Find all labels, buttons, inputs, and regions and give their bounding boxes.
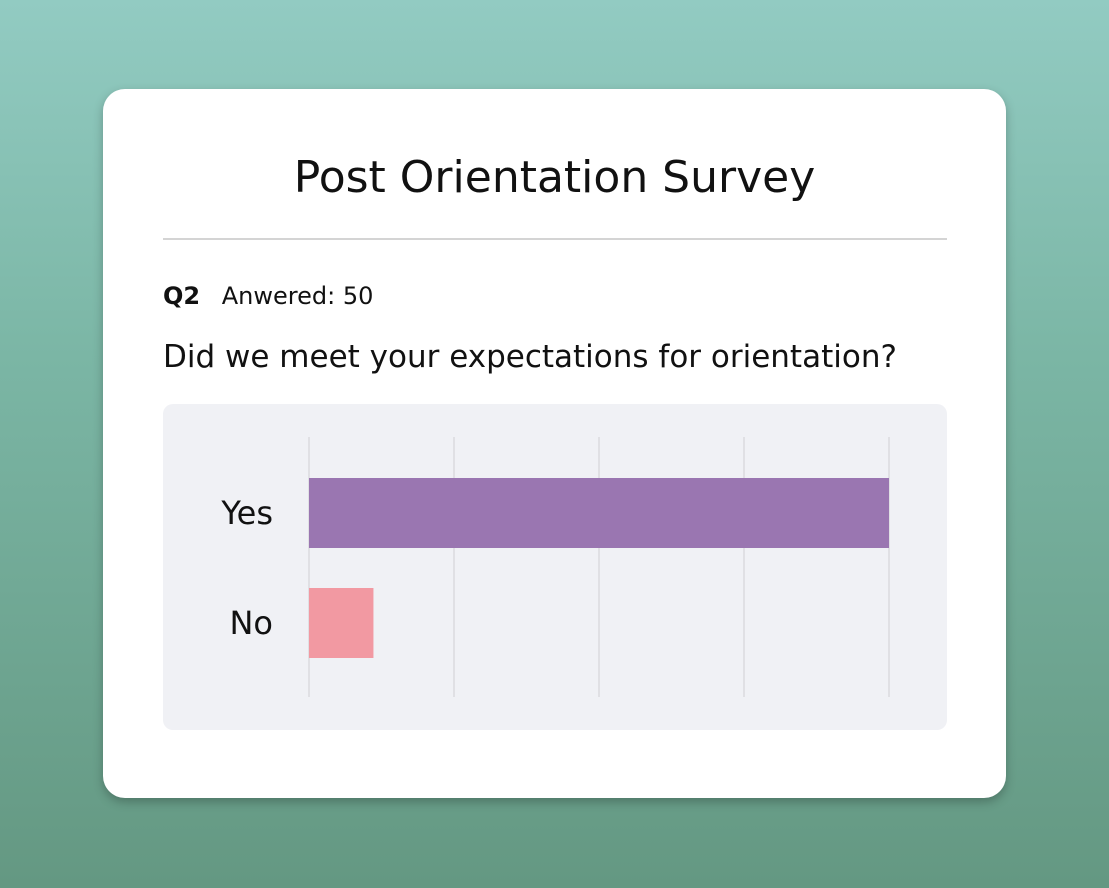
survey-title: Post Orientation Survey bbox=[293, 152, 816, 203]
chart-svg: Yes No bbox=[220, 437, 890, 697]
bar-no bbox=[309, 588, 374, 658]
bar-yes bbox=[309, 478, 889, 548]
category-label-no: No bbox=[229, 604, 273, 642]
question-text: Did we meet your expectations for orient… bbox=[163, 339, 897, 375]
divider bbox=[163, 238, 947, 240]
answered-count: Anwered: 50 bbox=[221, 282, 374, 310]
question-meta: Q2 Anwered: 50 bbox=[163, 280, 373, 312]
results-chart: Yes No bbox=[163, 404, 947, 730]
category-label-yes: Yes bbox=[220, 494, 273, 532]
question-number: Q2 bbox=[163, 282, 201, 310]
